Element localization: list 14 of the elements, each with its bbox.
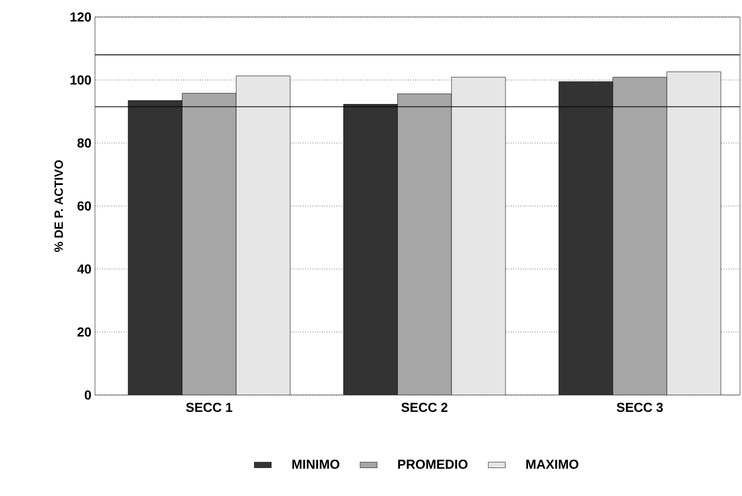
y-tick-label: 120 — [70, 12, 91, 22]
y-tick-label: 20 — [77, 327, 91, 337]
legend-label: MINIMO — [292, 460, 340, 469]
y-tick-label: 0 — [84, 390, 91, 400]
y-tick-label: 80 — [77, 138, 91, 148]
y-tick-label: 60 — [77, 201, 91, 211]
y-tick-label: 100 — [70, 75, 91, 85]
y-axis-title: % DE P. ACTIVO — [54, 160, 63, 252]
x-tick-label: SECC 2 — [401, 402, 448, 412]
x-tick-label: SECC 3 — [616, 402, 663, 412]
y-tick-label: 40 — [77, 264, 91, 274]
legend-label: PROMEDIO — [398, 460, 468, 469]
legend-label: MAXIMO — [526, 460, 578, 469]
x-tick-label: SECC 1 — [186, 402, 232, 412]
